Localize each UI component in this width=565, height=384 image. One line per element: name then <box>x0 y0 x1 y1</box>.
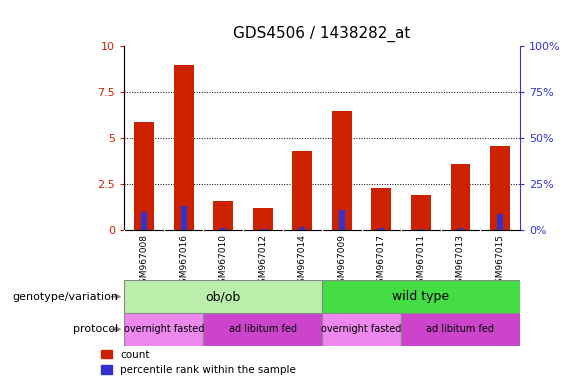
Bar <box>299 227 305 230</box>
Bar <box>174 65 193 230</box>
Bar <box>203 313 322 346</box>
Text: protocol: protocol <box>73 324 119 334</box>
Title: GDS4506 / 1438282_at: GDS4506 / 1438282_at <box>233 26 411 42</box>
Bar <box>260 228 266 230</box>
Bar <box>253 208 273 230</box>
Text: overnight fasted: overnight fasted <box>321 324 402 334</box>
Text: GSM967016: GSM967016 <box>179 234 188 290</box>
Text: ad libitum fed: ad libitum fed <box>229 324 297 334</box>
Text: GSM967015: GSM967015 <box>496 234 505 290</box>
Bar <box>332 111 352 230</box>
Bar <box>451 164 471 230</box>
Text: GSM967012: GSM967012 <box>258 234 267 289</box>
Bar <box>124 313 203 346</box>
Text: ad libitum fed: ad libitum fed <box>427 324 494 334</box>
Bar <box>141 212 147 230</box>
Bar <box>497 214 503 230</box>
Bar <box>293 151 312 230</box>
Bar <box>490 146 510 230</box>
Bar <box>401 313 520 346</box>
Text: GSM967010: GSM967010 <box>219 234 228 290</box>
Bar <box>322 280 520 313</box>
Bar <box>372 188 392 230</box>
Text: GSM967014: GSM967014 <box>298 234 307 289</box>
Bar <box>220 228 226 230</box>
Text: GSM967013: GSM967013 <box>456 234 465 290</box>
Bar <box>181 207 186 230</box>
Text: GSM967008: GSM967008 <box>140 234 149 290</box>
Text: GSM967017: GSM967017 <box>377 234 386 290</box>
Bar <box>322 313 401 346</box>
Bar <box>411 195 431 230</box>
Bar <box>134 122 154 230</box>
Legend: count, percentile rank within the sample: count, percentile rank within the sample <box>101 350 296 375</box>
Bar <box>418 228 424 230</box>
Text: GSM967009: GSM967009 <box>337 234 346 290</box>
Bar <box>339 210 345 230</box>
Text: overnight fasted: overnight fasted <box>124 324 204 334</box>
Bar <box>458 228 463 230</box>
Text: ob/ob: ob/ob <box>206 290 241 303</box>
Bar <box>124 280 322 313</box>
Text: genotype/variation: genotype/variation <box>12 291 119 302</box>
Bar <box>379 228 384 230</box>
Text: GSM967011: GSM967011 <box>416 234 425 290</box>
Bar <box>214 201 233 230</box>
Text: wild type: wild type <box>392 290 450 303</box>
